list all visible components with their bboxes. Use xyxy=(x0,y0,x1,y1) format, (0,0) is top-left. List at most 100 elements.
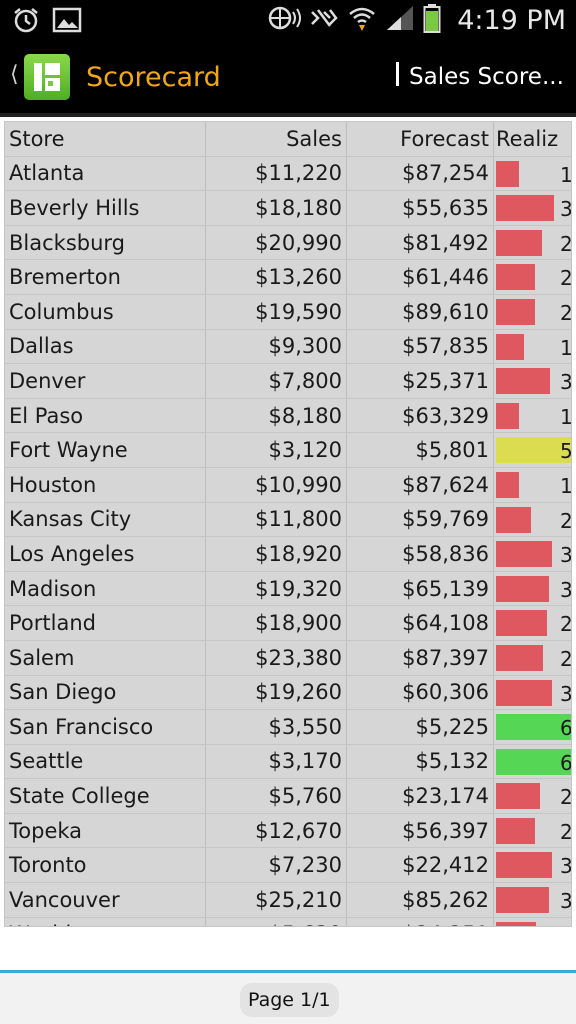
cell-store: Madison xyxy=(5,571,206,607)
realized-bar xyxy=(496,541,552,568)
cell-forecast: $63,329 xyxy=(346,398,494,434)
column-header-sales[interactable]: Sales xyxy=(205,122,347,157)
realized-bar xyxy=(496,921,536,926)
cell-forecast: $65,139 xyxy=(346,571,494,607)
realized-bar xyxy=(496,160,519,187)
cell-sales: $12,670 xyxy=(205,813,347,849)
realized-bar xyxy=(496,679,552,706)
cell-realized: 54 xyxy=(493,432,572,468)
cell-store: State College xyxy=(5,778,206,814)
realized-value: 30 xyxy=(560,889,572,914)
cell-sales: $18,180 xyxy=(205,190,347,226)
signal-icon xyxy=(385,4,415,36)
realized-value: 32 xyxy=(560,854,572,879)
realized-value: 13 xyxy=(560,473,572,498)
cell-sales: $3,120 xyxy=(205,432,347,468)
scorecard-table[interactable]: Store Sales Forecast Realiz Atlanta $11,2… xyxy=(4,121,572,927)
cell-forecast: $24,251 xyxy=(346,917,494,926)
table-row[interactable]: Denver$7,800$25,371 31 xyxy=(5,363,572,399)
table-row[interactable]: El Paso$8,180$63,329 13 xyxy=(5,398,571,434)
page-indicator[interactable]: Page 1/1 xyxy=(240,983,339,1017)
column-header-realized[interactable]: Realiz xyxy=(493,122,571,157)
table-row[interactable]: San Diego$19,260$60,306 32 xyxy=(5,675,571,711)
table-row[interactable]: Salem$23,380$87,397 27 xyxy=(5,640,572,676)
table-row[interactable]: Vancouver$25,210$85,262 30 xyxy=(5,882,572,918)
realized-value: 31 xyxy=(560,370,572,395)
column-header-forecast[interactable]: Forecast xyxy=(346,122,494,157)
realized-bar xyxy=(496,229,542,256)
table-row[interactable]: Portland$18,900$64,108 29 xyxy=(5,605,571,641)
table-row[interactable]: Topeka$12,670$56,397 22 xyxy=(5,813,572,849)
cell-forecast: $87,397 xyxy=(346,640,494,676)
cell-realized: 13 xyxy=(493,398,571,434)
app-bar: ⟨ Scorecard Sales Score... xyxy=(0,40,576,113)
cell-realized: 32 xyxy=(493,847,572,884)
cell-sales: $3,170 xyxy=(205,744,347,780)
cell-store: Atlanta xyxy=(5,156,206,192)
cell-store: Toronto xyxy=(5,847,206,884)
realized-value: 22 xyxy=(560,266,572,291)
realized-value: 68 xyxy=(560,716,572,741)
back-chevron-icon[interactable]: ⟨ xyxy=(10,62,19,87)
cell-forecast: $60,306 xyxy=(346,675,494,711)
footer: Page 1/1 xyxy=(0,973,576,1024)
table-row[interactable]: Bremerton$13,260$61,446 22 xyxy=(5,259,572,295)
cell-forecast: $25,371 xyxy=(346,363,494,399)
realized-value: 22 xyxy=(560,819,572,844)
cell-sales: $11,220 xyxy=(205,156,347,192)
cell-forecast: $89,610 xyxy=(346,294,494,330)
realized-bar xyxy=(496,471,519,498)
cell-store: Columbus xyxy=(5,294,206,330)
status-bar: 4:19 PM xyxy=(0,0,576,40)
realized-bar xyxy=(496,437,571,464)
cell-realized: 16 xyxy=(493,329,571,365)
table-row[interactable]: Madison$19,320$65,139 30 xyxy=(5,571,571,607)
cell-realized: 32 xyxy=(493,536,571,572)
cell-realized: 27 xyxy=(493,640,572,676)
table-row[interactable]: Toronto$7,230$22,412 32 xyxy=(5,847,572,884)
realized-bar xyxy=(496,817,535,844)
cell-realized: 26 xyxy=(493,225,571,261)
cell-sales: $18,900 xyxy=(205,605,347,641)
table-row[interactable]: Dallas$9,300$57,835 16 xyxy=(5,329,571,365)
table-row[interactable]: Houston$10,990$87,624 13 xyxy=(5,467,572,503)
table-row[interactable]: Blacksburg$20,990$81,492 26 xyxy=(5,225,571,261)
cell-realized: 30 xyxy=(493,882,572,918)
realized-value: 22 xyxy=(560,300,572,325)
cell-sales: $19,260 xyxy=(205,675,347,711)
cell-sales: $23,380 xyxy=(205,640,347,676)
table-row[interactable]: Seattle$3,170$5,132 62 xyxy=(5,744,571,780)
cell-realized: 13 xyxy=(493,156,571,192)
cell-sales: $18,920 xyxy=(205,536,347,572)
table-row[interactable]: Fort Wayne$3,120$5,801 54 xyxy=(5,432,572,468)
cell-sales: $19,590 xyxy=(205,294,347,330)
table-row[interactable]: Columbus$19,590$89,610 22 xyxy=(5,294,572,330)
realized-value: 27 xyxy=(560,646,572,671)
cell-store: Beverly Hills xyxy=(5,190,206,226)
table-row[interactable]: Atlanta$11,220$87,254 13 xyxy=(5,156,571,192)
report-title[interactable]: Sales Score... xyxy=(409,64,564,90)
app-title[interactable]: Scorecard xyxy=(86,62,221,93)
cell-forecast: $58,836 xyxy=(346,536,494,572)
cell-store: San Francisco xyxy=(5,709,206,745)
table-row[interactable]: Beverly Hills$18,180$55,635 33 xyxy=(5,190,571,226)
cell-store: Bremerton xyxy=(5,259,206,295)
table-row[interactable]: Kansas City$11,800$59,769 20 xyxy=(5,502,571,538)
table-row[interactable]: Los Angeles$18,920$58,836 32 xyxy=(5,536,571,572)
cell-forecast: $87,624 xyxy=(346,467,494,503)
app-logo-icon[interactable] xyxy=(24,54,70,100)
table-row[interactable]: San Francisco$3,550$5,225 68 xyxy=(5,709,572,745)
cell-sales: $3,550 xyxy=(205,709,347,745)
realized-value: 23 xyxy=(560,924,571,926)
nfc-icon xyxy=(267,4,302,36)
cell-sales: $10,990 xyxy=(205,467,347,503)
table-row[interactable]: State College$5,760$23,174 25 xyxy=(5,778,571,814)
column-header-store[interactable]: Store xyxy=(5,122,206,157)
realized-value: 54 xyxy=(560,439,572,464)
cell-store: Houston xyxy=(5,467,206,503)
alarm-icon xyxy=(12,6,40,38)
cell-realized: 32 xyxy=(493,675,571,711)
cell-realized: 22 xyxy=(493,259,572,295)
cell-forecast: $55,635 xyxy=(346,190,494,226)
table-row[interactable]: Washington$5,630$24,251 23 xyxy=(5,917,571,926)
